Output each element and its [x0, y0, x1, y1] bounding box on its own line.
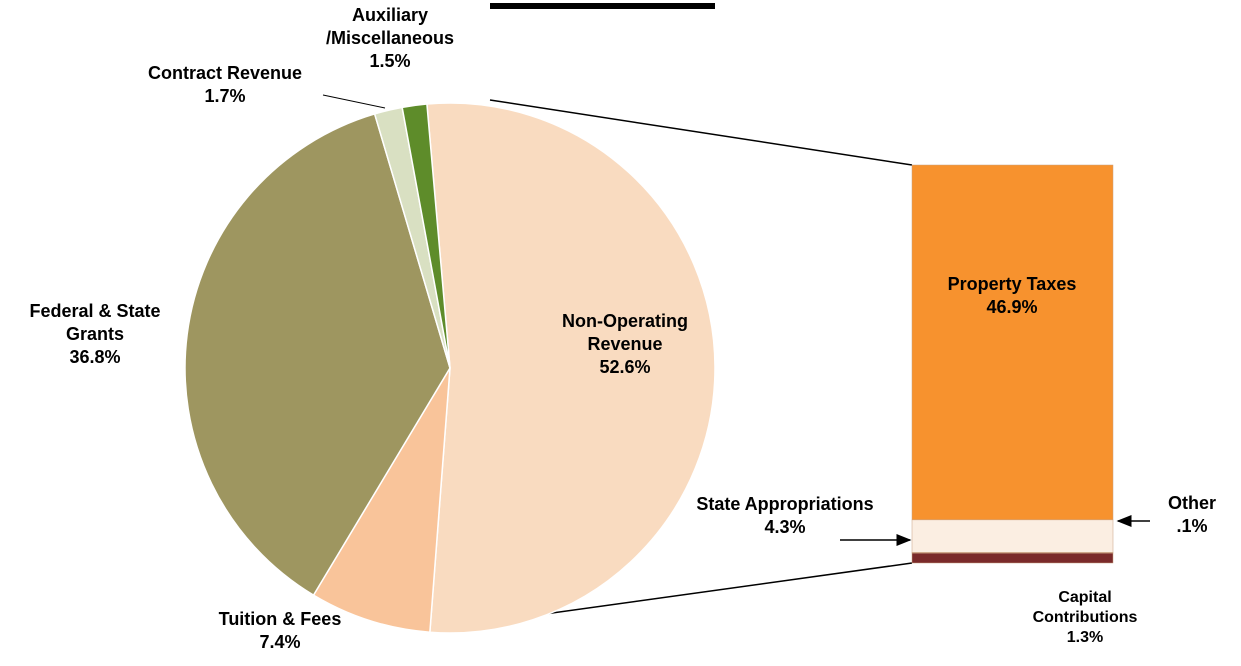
label-value: .1%	[1176, 516, 1208, 536]
label-value: 1.7%	[204, 86, 246, 106]
label-value: 36.8%	[69, 347, 121, 367]
pie-slice	[184, 113, 451, 597]
leader	[322, 94, 386, 109]
label-name: Tuition & Fees	[218, 609, 342, 629]
label-value: 7.4%	[259, 632, 301, 652]
data-label: Contract Revenue 1.7%	[120, 62, 330, 108]
label-name: Federal & State Grants	[29, 301, 161, 344]
label-name: State Appropriations	[696, 494, 874, 514]
data-label: Auxiliary /Miscellaneous 1.5%	[295, 4, 485, 73]
bar-segment	[911, 552, 1114, 564]
connector	[489, 99, 913, 166]
label-value: 52.6%	[599, 357, 651, 377]
label-name: Property Taxes	[947, 274, 1077, 294]
label-name: Capital Contributions	[1032, 589, 1138, 626]
label-value: 4.3%	[764, 517, 806, 537]
title-bar	[490, 3, 715, 9]
label-value: 1.5%	[369, 51, 411, 71]
label-name: Non-Operating Revenue	[562, 311, 688, 354]
data-label: Federal & State Grants 36.8%	[0, 300, 190, 369]
label-name: Auxiliary /Miscellaneous	[325, 5, 455, 48]
label-value: 1.3%	[1066, 629, 1104, 646]
data-label: Non-Operating Revenue 52.6%	[525, 310, 725, 379]
pie-slice	[426, 102, 716, 634]
data-label: Tuition & Fees 7.4%	[180, 608, 380, 654]
data-label: Other .1%	[1152, 492, 1232, 538]
label-name: Contract Revenue	[147, 63, 303, 83]
bar-segment	[911, 164, 1114, 521]
pie-slice	[401, 103, 451, 369]
data-label: Property Taxes 46.9%	[932, 273, 1092, 319]
label-name: Other	[1167, 493, 1216, 513]
label-value: 46.9%	[986, 297, 1038, 317]
data-label: State Appropriations 4.3%	[685, 493, 885, 539]
data-label: Capital Contributions 1.3%	[1005, 588, 1165, 648]
bar-segment	[911, 519, 1114, 553]
pie-slice	[312, 367, 451, 634]
